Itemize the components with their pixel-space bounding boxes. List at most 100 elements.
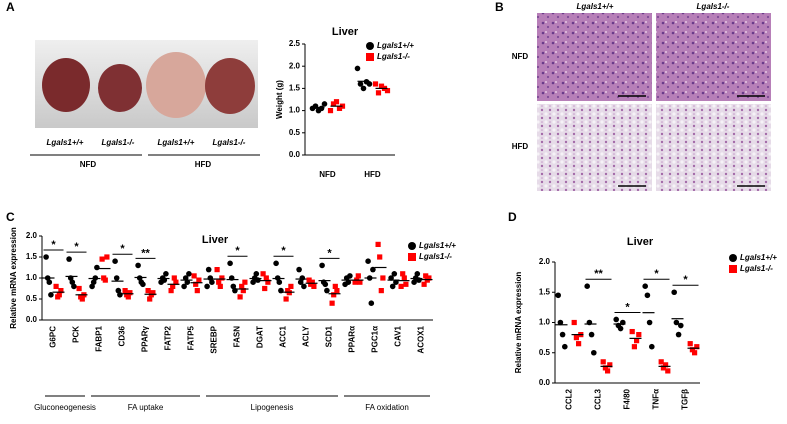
data-point xyxy=(658,359,664,365)
data-point xyxy=(283,296,289,302)
data-point xyxy=(347,273,353,279)
chart-title: Liver xyxy=(202,234,229,246)
data-point xyxy=(171,275,177,281)
significance-label: ** xyxy=(141,247,150,259)
significance-label: ** xyxy=(594,268,603,280)
x-tick-label: HFD xyxy=(364,170,381,179)
data-point xyxy=(613,316,619,323)
genotype-label: Lgals1+/+ xyxy=(158,138,195,147)
data-point xyxy=(288,283,294,289)
data-point xyxy=(322,281,329,288)
significance-label: * xyxy=(654,268,659,280)
data-point xyxy=(687,341,693,347)
data-point xyxy=(194,288,200,294)
data-point xyxy=(232,287,238,294)
data-point xyxy=(378,83,385,89)
y-tick-label: 0.5 xyxy=(539,348,551,357)
x-tick-label: DGAT xyxy=(256,326,265,348)
data-point xyxy=(230,283,237,290)
data-point xyxy=(276,279,283,286)
data-point xyxy=(689,347,695,353)
data-point xyxy=(426,275,432,281)
data-point xyxy=(360,85,367,92)
data-point xyxy=(184,279,191,286)
data-point xyxy=(53,283,59,289)
y-tick-label: 2.0 xyxy=(289,61,301,70)
data-point xyxy=(391,271,398,277)
data-point xyxy=(368,300,375,307)
legend-marker xyxy=(729,254,737,262)
data-point xyxy=(262,285,268,292)
liver-photo xyxy=(35,40,258,128)
y-tick-label: 0.0 xyxy=(26,315,38,324)
diet-label: HFD xyxy=(512,142,529,151)
data-point xyxy=(173,279,179,285)
y-tick-label: 0.0 xyxy=(539,378,551,387)
x-tick-label: SREBP xyxy=(210,325,219,353)
data-point xyxy=(71,283,77,290)
data-point xyxy=(678,322,684,329)
data-point xyxy=(332,283,338,289)
data-point xyxy=(584,283,590,290)
data-point xyxy=(115,287,122,294)
data-point xyxy=(122,288,128,294)
data-point xyxy=(182,275,189,281)
data-point xyxy=(46,279,53,286)
data-point xyxy=(204,283,210,290)
data-point xyxy=(571,319,577,326)
y-tick-label: 0.5 xyxy=(289,128,301,137)
data-point xyxy=(181,283,187,290)
significance-label: * xyxy=(625,301,630,313)
data-point xyxy=(375,90,382,96)
x-tick-label: CCL3 xyxy=(594,388,603,409)
genotype-label: Lgals1+/+ xyxy=(47,138,84,147)
data-point xyxy=(411,279,417,286)
y-axis-label: Relative mRNA expression xyxy=(514,272,523,374)
y-tick-label: 1.5 xyxy=(539,287,551,296)
x-tick-label: CD36 xyxy=(118,325,127,346)
data-point xyxy=(263,275,269,281)
data-point xyxy=(186,271,192,277)
data-point xyxy=(309,279,315,285)
data-point xyxy=(642,283,648,290)
data-point xyxy=(398,283,404,289)
data-point xyxy=(588,331,595,338)
y-tick-label: 2.0 xyxy=(539,257,551,266)
data-point xyxy=(273,260,279,267)
x-tick-label: FABP1 xyxy=(95,325,104,351)
data-point xyxy=(299,275,306,281)
y-tick-label: 2.0 xyxy=(26,231,38,240)
genotype-label: Lgals1-/- xyxy=(102,138,135,147)
data-point xyxy=(265,279,271,285)
data-point xyxy=(69,279,76,286)
data-point xyxy=(694,344,700,350)
x-tick-label: TNFα xyxy=(652,389,661,410)
group-label: FA oxidation xyxy=(365,403,409,412)
data-point xyxy=(102,277,108,283)
x-tick-label: FATP2 xyxy=(164,325,173,350)
data-point xyxy=(125,294,131,300)
data-point xyxy=(355,273,361,279)
data-point xyxy=(76,285,82,292)
data-point xyxy=(135,262,141,269)
diet-label: HFD xyxy=(195,160,212,169)
data-point xyxy=(104,254,110,260)
legend-label: Lgals1+/+ xyxy=(377,41,414,50)
data-point xyxy=(145,288,151,294)
x-tick-label: ACC1 xyxy=(279,325,288,347)
data-point xyxy=(365,258,371,265)
data-point xyxy=(370,266,376,273)
data-point xyxy=(562,343,568,350)
data-point xyxy=(692,350,698,356)
data-point xyxy=(617,325,624,332)
x-tick-label: PPARγ xyxy=(141,325,150,352)
data-point xyxy=(319,262,325,269)
data-point xyxy=(306,277,312,283)
data-point xyxy=(79,296,85,302)
data-point xyxy=(414,271,421,277)
data-point xyxy=(278,287,284,294)
data-point xyxy=(89,283,95,290)
data-point xyxy=(336,105,343,111)
data-point xyxy=(559,331,566,338)
